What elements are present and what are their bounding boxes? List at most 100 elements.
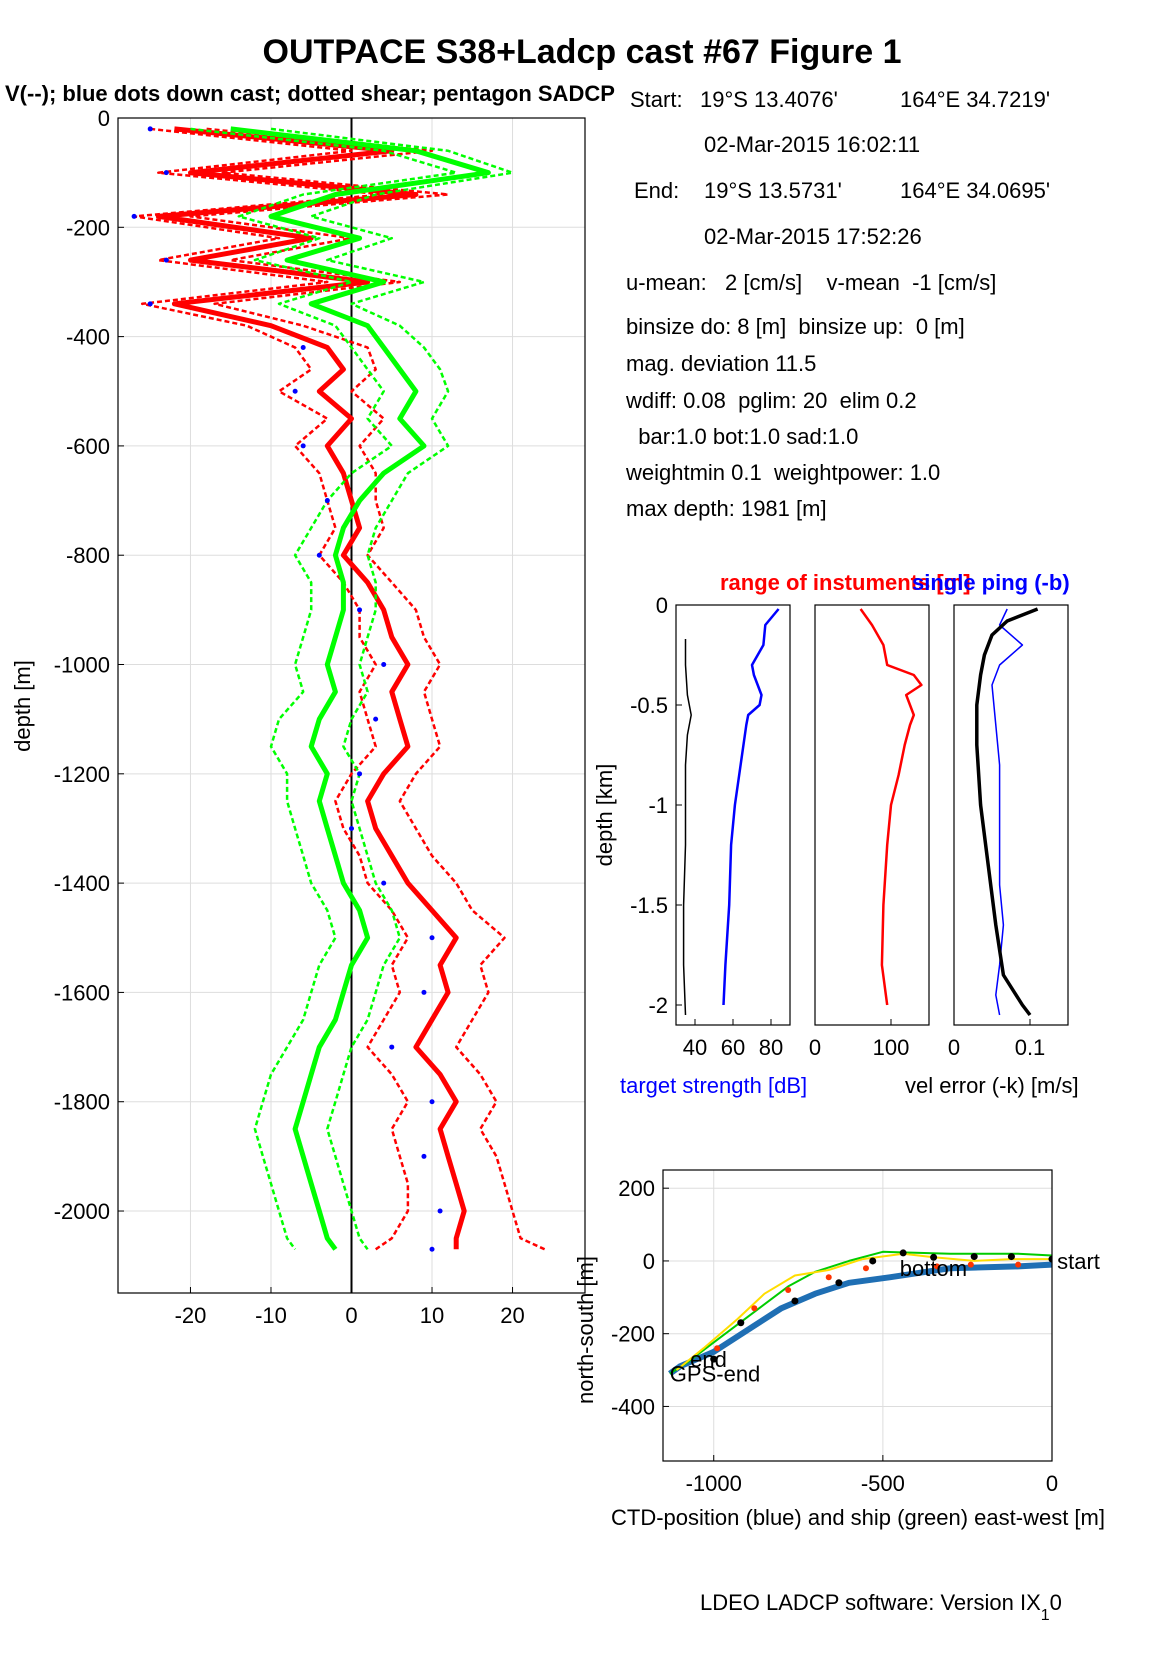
x-tick-label: 0.1: [1015, 1035, 1046, 1060]
position-annotation-GPS-end: GPS-end: [670, 1362, 761, 1387]
series-line-0: [668, 1261, 1052, 1377]
y-tick-label: -0.5: [630, 693, 668, 718]
y-tick-label: -400: [611, 1394, 655, 1419]
series-line-1: [682, 639, 692, 1016]
plot-area: [663, 1170, 1052, 1461]
down-cast-dot: [316, 552, 322, 558]
footer-text: LDEO LADCP software: Version IX: [700, 1590, 1041, 1615]
down-cast-dot: [421, 1153, 427, 1159]
binsize: binsize do: 8 [m] binsize up: 0 [m]: [626, 314, 965, 339]
velocity-profile-panel: -20 -10 0 10 20 0 -200 -400 -600 -800 -1000 -1200 -1…: [10, 106, 586, 1328]
max-depth: max depth: 1981 [m]: [626, 496, 827, 521]
down-cast-dot: [421, 989, 427, 995]
y-tick-label: -1200: [54, 762, 110, 787]
ensemble-dot: [710, 1355, 718, 1363]
figure-title: OUTPACE S38+Ladcp cast #67 Figure 1: [263, 33, 902, 71]
series-group: [859, 608, 923, 1006]
y-tick-label: -200: [66, 215, 110, 240]
depth-ylabel: depth [m]: [10, 660, 35, 752]
y-tick-label: -600: [66, 434, 110, 459]
range-panel: 0 100: [809, 604, 930, 1060]
start-time: 02-Mar-2015 16:02:11: [704, 132, 921, 157]
series-line-4: [190, 127, 458, 1251]
y-tick-label: -1000: [54, 653, 110, 678]
wdiff: wdiff: 0.08 pglim: 20 elim 0.2: [626, 388, 917, 413]
y-tick-label: 200: [618, 1176, 655, 1201]
x-tick-label: -1000: [686, 1471, 742, 1496]
y-tick-label: -2000: [54, 1199, 110, 1224]
ctd-dot: [751, 1305, 758, 1312]
x-tick-label: -10: [255, 1303, 287, 1328]
start-label: Start:: [630, 87, 683, 112]
x-tick-label: 0: [345, 1303, 357, 1328]
down-cast-dot: [147, 126, 153, 132]
position-ylabel: north-south [m]: [573, 1256, 598, 1404]
ctd-dot: [862, 1265, 869, 1272]
plot-frame: [953, 604, 1069, 1026]
x-tick-label: 60: [721, 1035, 745, 1060]
target-strength-panel: 40 60 80 0 -0.5 -1 -1.5 -2: [630, 593, 791, 1060]
x-tick-label: 40: [683, 1035, 707, 1060]
series-line-5: [270, 127, 514, 1251]
ctd-dot: [1015, 1261, 1022, 1268]
vel-error-xlabel: vel error (-k) [m/s]: [905, 1073, 1079, 1098]
target-strength-xlabel: target strength [dB]: [620, 1073, 807, 1098]
ensemble-dot: [1007, 1253, 1015, 1261]
u-mean: u-mean: 2 [cm/s] v-mean -1 [cm/s]: [626, 270, 997, 295]
y-tick-label: -1600: [54, 980, 110, 1005]
y-tick-label: -200: [611, 1322, 655, 1347]
y-tick-label: 0: [643, 1249, 655, 1274]
small-depth-ylabel: depth [km]: [592, 764, 617, 867]
series-group: [131, 118, 546, 1293]
position-annotation-end: end: [690, 1347, 727, 1372]
series-line-3: [230, 126, 491, 1251]
series-line-0: [155, 126, 467, 1250]
ensemble-dot: [791, 1297, 799, 1305]
single-ping-title: single ping (-b): [912, 570, 1070, 595]
footer-tail: 0: [1050, 1590, 1062, 1615]
down-cast-dot: [357, 771, 363, 777]
down-cast-dot: [381, 880, 387, 886]
down-cast-dot: [373, 716, 379, 722]
down-cast-dot: [349, 825, 354, 831]
y-tick-label: -1800: [54, 1090, 110, 1115]
x-tick-label: -20: [175, 1303, 207, 1328]
ensemble-dot: [1048, 1255, 1052, 1263]
x-tick-label: 0: [948, 1035, 960, 1060]
down-cast-dot: [437, 1208, 443, 1214]
down-cast-dot: [381, 662, 387, 668]
series-line-2: [675, 1252, 1052, 1371]
down-cast-dot: [429, 935, 435, 941]
position-xlabel: CTD-position (blue) and ship (green) eas…: [611, 1505, 1105, 1530]
x-tick-label: 10: [420, 1303, 444, 1328]
x-tick-label: -500: [861, 1471, 905, 1496]
down-cast-dot: [429, 1246, 435, 1252]
ctd-dot: [825, 1274, 832, 1281]
series-line-2: [132, 127, 410, 1251]
end-label: End:: [634, 178, 680, 203]
range-panel-title: range of instuments [m]: [720, 570, 971, 595]
plot-frame: [662, 1169, 1053, 1462]
down-cast-dot: [163, 170, 169, 176]
series-line-0: [722, 608, 780, 1006]
down-cast-dot: [324, 498, 330, 504]
down-cast-dot: [300, 345, 306, 351]
series-line-0: [859, 608, 923, 1006]
series-group: [682, 608, 780, 1016]
down-cast-dot: [131, 213, 137, 219]
start-lon: 164°E 34.7219': [900, 87, 1051, 112]
y-tick-label: -400: [66, 325, 110, 350]
figure-subtitle: V(--); blue dots down cast; dotted shear…: [5, 81, 615, 106]
ctd-dot: [967, 1261, 974, 1268]
ctd-dot: [714, 1345, 721, 1352]
end-lon: 164°E 34.0695': [900, 178, 1051, 203]
series-group: [975, 607, 1039, 1017]
y-tick-label: 0: [98, 106, 110, 131]
footer-sub: 1: [1041, 1607, 1050, 1624]
down-cast-dot: [163, 257, 169, 263]
footer-version: LDEO LADCP software: Version IX10: [700, 1590, 1062, 1624]
end-lat: 19°S 13.5731': [704, 178, 842, 203]
position-annotation-start: start: [1057, 1249, 1100, 1274]
y-tick-label: -800: [66, 543, 110, 568]
